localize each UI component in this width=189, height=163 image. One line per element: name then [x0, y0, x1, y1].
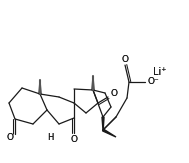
Polygon shape — [92, 76, 94, 90]
Text: O: O — [6, 133, 13, 141]
Text: O: O — [122, 55, 129, 65]
Text: O: O — [111, 89, 118, 98]
Text: O: O — [70, 135, 77, 145]
Text: O: O — [70, 135, 77, 145]
Text: Li⁺: Li⁺ — [153, 67, 167, 77]
Text: O⁻: O⁻ — [147, 77, 159, 87]
Circle shape — [6, 133, 13, 141]
Polygon shape — [102, 117, 104, 130]
Text: O⁻: O⁻ — [147, 77, 159, 87]
Circle shape — [70, 136, 77, 143]
Text: O: O — [122, 55, 129, 65]
Circle shape — [111, 90, 118, 97]
Text: O: O — [6, 133, 13, 141]
Circle shape — [122, 57, 129, 64]
Polygon shape — [102, 129, 116, 137]
Text: Li⁺: Li⁺ — [153, 67, 167, 77]
Text: H: H — [47, 133, 53, 142]
Polygon shape — [39, 80, 41, 94]
Text: O: O — [111, 89, 118, 98]
Text: H: H — [47, 133, 53, 142]
